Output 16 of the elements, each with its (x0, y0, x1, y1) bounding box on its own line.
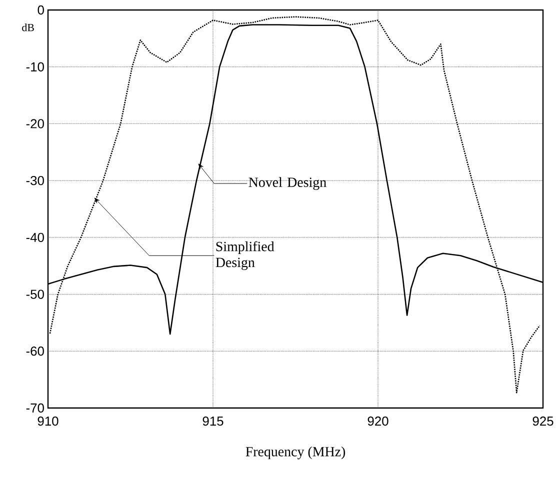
y-tick-label: 0 (38, 5, 44, 15)
x-tick-label: 915 (202, 416, 224, 426)
annotation: Novel Design (248, 177, 326, 190)
y-tick-label: -70 (26, 403, 44, 413)
y-tick-label: -40 (26, 232, 44, 242)
y-axis-title: dB (22, 24, 34, 32)
y-tick-label: -50 (26, 290, 44, 299)
annotation: Simplified Design (216, 241, 274, 270)
x-tick-label: 925 (532, 416, 554, 426)
x-tick-label: 920 (368, 416, 388, 426)
y-tick-label: -30 (26, 176, 44, 186)
x-tick-label: 910 (38, 416, 58, 426)
y-tick-label: -60 (26, 346, 44, 356)
y-tick-label: -20 (26, 119, 44, 128)
y-tick-label: -10 (26, 62, 44, 72)
x-axis-title: Frequency (MHz) (246, 446, 346, 460)
